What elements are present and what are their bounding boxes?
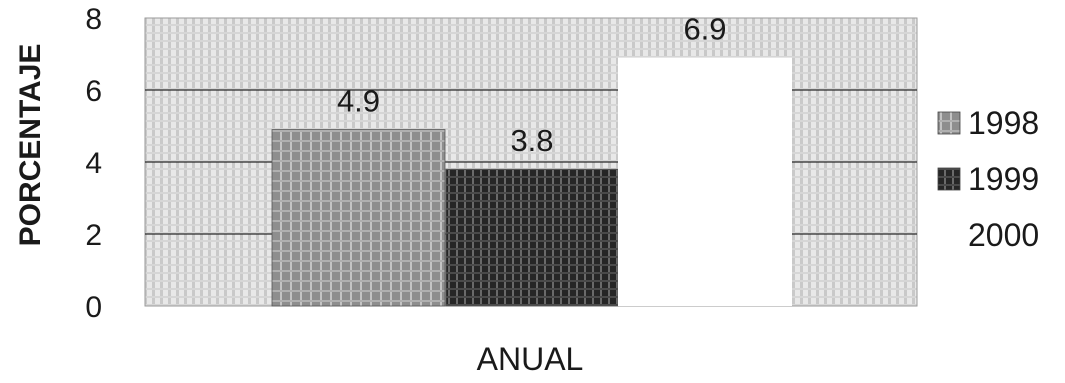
bars <box>271 57 792 307</box>
y-tick-label: 0 <box>85 291 102 324</box>
data-label-2000: 6.9 <box>683 12 726 47</box>
y-tick-labels: 0 2 4 6 8 <box>85 3 102 324</box>
y-tick-label: 8 <box>85 3 102 36</box>
bar-1999 <box>445 168 619 307</box>
legend-swatch-1998 <box>937 111 961 135</box>
legend-label-1999: 1999 <box>968 161 1039 197</box>
y-tick-label: 6 <box>85 75 102 108</box>
y-axis-title: PORCENTAJE <box>14 44 47 247</box>
legend-label-1998: 1998 <box>968 105 1039 141</box>
legend-label-2000: 2000 <box>968 217 1039 253</box>
data-label-1998: 4.9 <box>337 84 380 119</box>
y-tick-label: 4 <box>85 147 102 180</box>
legend-swatch-2000 <box>938 224 960 246</box>
data-label-1999: 3.8 <box>510 123 553 158</box>
data-labels: 4.9 3.8 6.9 <box>337 12 727 159</box>
legend: 1998 1999 2000 <box>937 105 1039 253</box>
y-tick-label: 2 <box>85 219 102 252</box>
bar-2000 <box>618 57 792 306</box>
bar-1998 <box>271 129 446 307</box>
x-axis-title: ANUAL <box>477 341 584 377</box>
legend-swatch-1999 <box>937 167 961 191</box>
